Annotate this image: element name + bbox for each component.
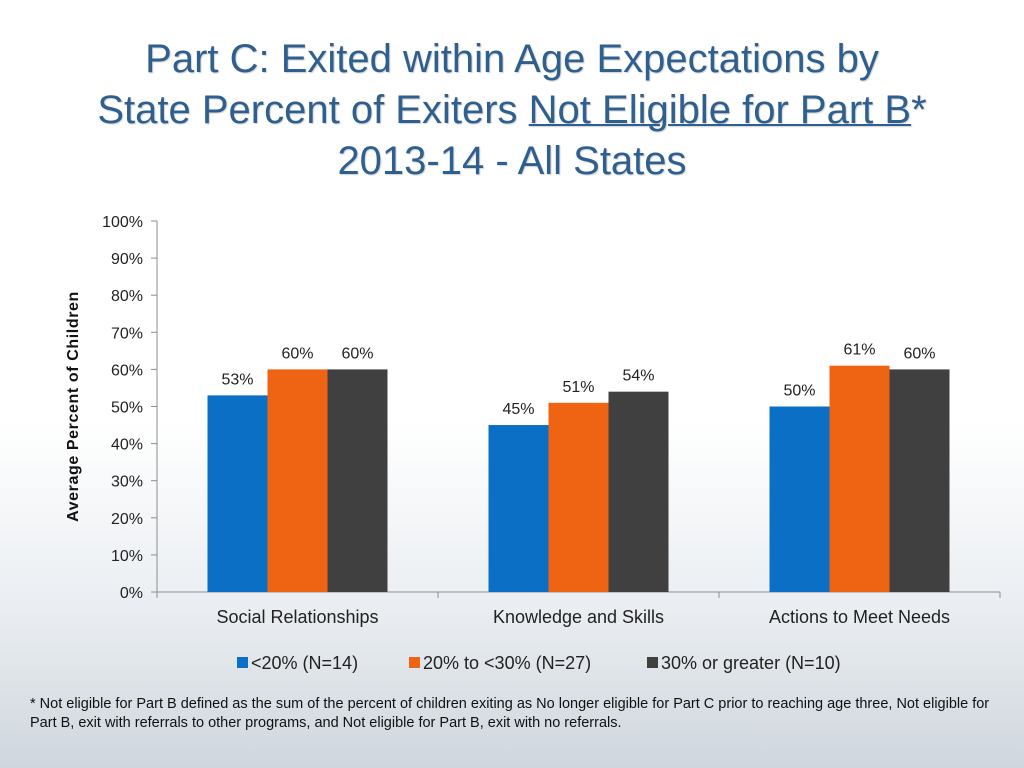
bar (829, 365, 890, 592)
bar (488, 425, 549, 592)
data-label: 60% (281, 345, 313, 362)
y-tick-label: 20% (111, 511, 143, 528)
y-tick-label: 90% (111, 251, 143, 268)
y-tick-label: 30% (111, 474, 143, 491)
legend-label: <20% (N=14) (251, 653, 358, 673)
y-tick-label: 40% (111, 437, 143, 454)
data-label: 45% (502, 401, 534, 418)
y-tick-label: 100% (102, 214, 143, 231)
data-label: 61% (843, 342, 875, 359)
legend-swatch (237, 657, 248, 668)
x-tick-label: Knowledge and Skills (493, 607, 664, 627)
y-tick-label: 50% (111, 400, 143, 417)
data-label: 51% (562, 379, 594, 396)
y-axis-title: Average Percent of Children (65, 291, 82, 522)
bar (769, 406, 830, 592)
chart-title: Part C: Exited within Age Expectations b… (30, 34, 994, 187)
legend-swatch (409, 657, 420, 668)
title-line-2-underlined: Not Eligible for Part B (528, 88, 912, 132)
y-tick-label: 0% (120, 585, 143, 602)
title-line-2-post: * (911, 88, 927, 132)
bar-chart: 0% 10% 20% 30% 40% 50% 60% 70% 80% 90% 100% Average… (65, 214, 1001, 673)
data-label: 50% (783, 383, 815, 400)
legend-swatch (647, 657, 658, 668)
data-label: 60% (903, 345, 935, 362)
y-tick-label: 80% (111, 288, 143, 305)
bar (608, 391, 669, 592)
legend-label: 30% or greater (N=10) (661, 653, 841, 673)
bar (548, 402, 609, 592)
x-tick-label: Actions to Meet Needs (769, 607, 950, 627)
bar (267, 369, 328, 592)
title-line-1: Part C: Exited within Age Expectations b… (145, 37, 879, 81)
bar (207, 395, 268, 592)
footnote: * Not eligible for Part B defined as the… (30, 696, 990, 731)
x-tick-label: Social Relationships (216, 607, 378, 627)
title-line-3: 2013-14 - All States (337, 139, 687, 183)
bar (327, 369, 388, 592)
data-label: 60% (341, 345, 373, 362)
bar (889, 369, 950, 592)
title-line-2-pre: State Percent of Exiters (97, 88, 529, 132)
y-tick-label: 10% (111, 548, 143, 565)
y-tick-label: 60% (111, 362, 143, 379)
legend-label: 20% to <30% (N=27) (423, 653, 591, 673)
data-label: 53% (221, 371, 253, 388)
title-line-2: State Percent of Exiters Not Eligible fo… (30, 85, 994, 136)
data-label: 54% (622, 368, 654, 385)
y-tick-label: 70% (111, 325, 143, 342)
